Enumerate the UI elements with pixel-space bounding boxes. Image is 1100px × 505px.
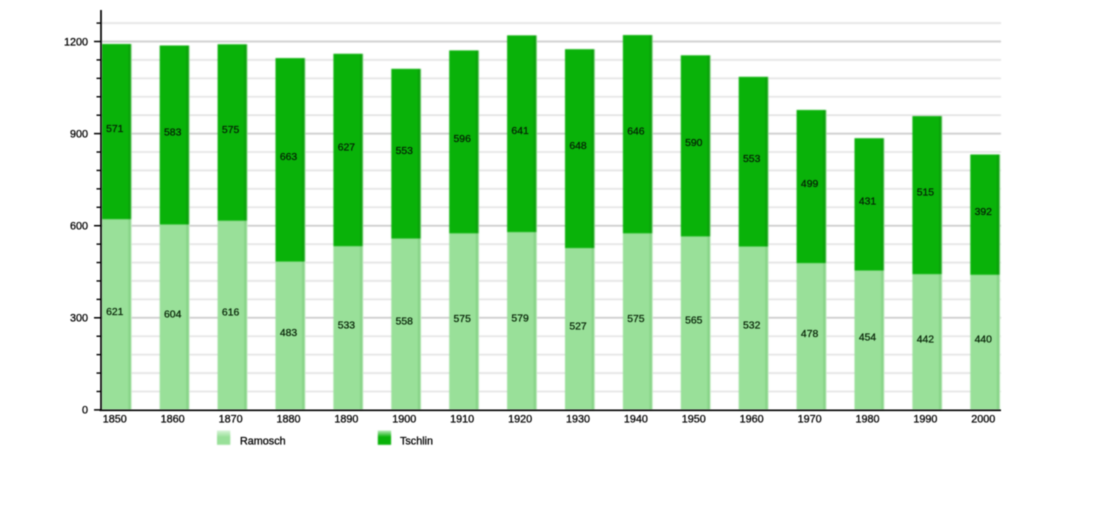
svg-text:600: 600 bbox=[70, 221, 88, 233]
svg-text:515: 515 bbox=[917, 187, 935, 198]
svg-text:621: 621 bbox=[106, 307, 124, 318]
svg-text:616: 616 bbox=[222, 308, 240, 319]
svg-text:1920: 1920 bbox=[508, 414, 532, 426]
svg-text:1980: 1980 bbox=[855, 414, 879, 426]
svg-text:392: 392 bbox=[975, 207, 993, 218]
svg-text:483: 483 bbox=[280, 328, 298, 339]
svg-text:1970: 1970 bbox=[798, 414, 822, 426]
svg-text:442: 442 bbox=[917, 334, 935, 345]
svg-text:553: 553 bbox=[743, 154, 761, 165]
svg-text:Tschlin: Tschlin bbox=[400, 435, 433, 447]
svg-text:1870: 1870 bbox=[219, 414, 243, 426]
svg-text:499: 499 bbox=[801, 179, 819, 190]
svg-text:553: 553 bbox=[396, 146, 414, 157]
svg-text:565: 565 bbox=[685, 315, 703, 326]
svg-text:431: 431 bbox=[859, 197, 877, 208]
svg-text:579: 579 bbox=[511, 313, 529, 324]
svg-text:648: 648 bbox=[569, 141, 587, 152]
svg-text:478: 478 bbox=[801, 329, 819, 340]
svg-text:1890: 1890 bbox=[334, 414, 358, 426]
svg-text:527: 527 bbox=[569, 321, 587, 332]
svg-text:627: 627 bbox=[338, 142, 356, 153]
svg-text:1850: 1850 bbox=[103, 414, 127, 426]
svg-text:533: 533 bbox=[338, 320, 356, 331]
svg-text:583: 583 bbox=[164, 127, 182, 138]
svg-text:590: 590 bbox=[685, 138, 703, 149]
svg-text:0: 0 bbox=[82, 405, 88, 417]
svg-text:571: 571 bbox=[106, 124, 124, 135]
svg-text:454: 454 bbox=[859, 333, 877, 344]
svg-text:1860: 1860 bbox=[161, 414, 185, 426]
svg-text:604: 604 bbox=[164, 309, 182, 320]
svg-text:300: 300 bbox=[70, 313, 88, 325]
svg-text:1880: 1880 bbox=[276, 414, 300, 426]
svg-text:1900: 1900 bbox=[392, 414, 416, 426]
svg-text:1950: 1950 bbox=[682, 414, 706, 426]
svg-text:663: 663 bbox=[280, 152, 298, 163]
svg-text:2000: 2000 bbox=[971, 414, 995, 426]
svg-text:440: 440 bbox=[975, 335, 993, 346]
svg-text:1200: 1200 bbox=[64, 36, 88, 48]
svg-text:900: 900 bbox=[70, 128, 88, 140]
svg-text:641: 641 bbox=[511, 126, 529, 137]
svg-text:532: 532 bbox=[743, 321, 761, 332]
svg-text:1910: 1910 bbox=[450, 414, 474, 426]
svg-text:1960: 1960 bbox=[740, 414, 764, 426]
svg-text:1990: 1990 bbox=[913, 414, 937, 426]
svg-text:646: 646 bbox=[627, 127, 645, 138]
svg-text:1940: 1940 bbox=[624, 414, 648, 426]
svg-text:575: 575 bbox=[222, 125, 240, 136]
svg-text:558: 558 bbox=[396, 317, 414, 328]
svg-text:Ramosch: Ramosch bbox=[240, 435, 286, 447]
svg-text:575: 575 bbox=[454, 314, 472, 325]
svg-text:596: 596 bbox=[454, 134, 472, 145]
svg-text:575: 575 bbox=[627, 314, 645, 325]
svg-text:1930: 1930 bbox=[566, 414, 590, 426]
